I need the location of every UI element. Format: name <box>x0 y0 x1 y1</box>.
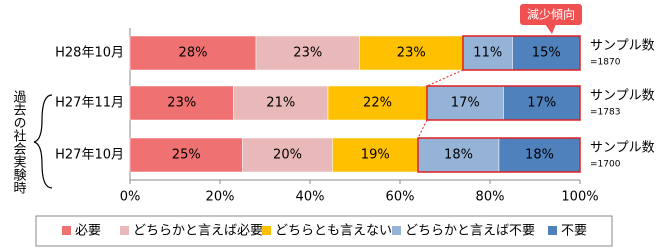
legend-swatch <box>392 226 401 235</box>
value-label: 19% <box>361 148 390 163</box>
value-label: 17% <box>451 96 480 111</box>
bar-segment <box>255 35 360 71</box>
connector <box>426 69 464 87</box>
x-tick-label: 100% <box>561 190 598 205</box>
sample-label: =1870 <box>590 58 621 68</box>
bar-segment <box>426 85 504 121</box>
value-label: 23% <box>167 96 196 111</box>
legend-swatch <box>120 226 129 235</box>
x-tick-label: 20% <box>206 190 235 205</box>
bracket-label: 過去の社会実験時 <box>11 90 27 194</box>
value-label: 18% <box>525 148 554 163</box>
sample-title: サンプル数 <box>590 89 655 104</box>
sample-label: =1700 <box>590 160 621 170</box>
sample-label: =1783 <box>590 108 620 118</box>
x-tick-label: 40% <box>296 190 325 205</box>
value-label: 21% <box>266 96 295 111</box>
bar-segment <box>332 137 419 173</box>
bar-segment <box>327 85 428 121</box>
x-tick-label: 0% <box>120 190 141 205</box>
sample-title: サンプル数 <box>590 39 655 54</box>
value-label: 22% <box>363 96 392 111</box>
bar-segment <box>498 137 581 173</box>
highlight-box <box>462 35 581 71</box>
value-label: 28% <box>179 46 208 61</box>
value-label: 18% <box>444 148 473 163</box>
legend-swatch <box>548 226 557 235</box>
x-tick-label: 60% <box>386 190 415 205</box>
legend-swatch <box>262 226 271 235</box>
legend-label: どちらかと言えば必要 <box>133 224 263 239</box>
value-label: 23% <box>293 46 322 61</box>
value-label: 17% <box>527 96 556 111</box>
x-tick-label: 80% <box>476 190 505 205</box>
bar-segment <box>417 137 500 173</box>
bar-segment <box>129 85 234 121</box>
value-label: 23% <box>397 46 426 61</box>
legend-label: どちらとも言えない <box>275 224 392 239</box>
bar-segment <box>242 137 333 173</box>
legend-label: 必要 <box>75 224 101 239</box>
y-tick-label: H27年11月 <box>55 96 124 111</box>
legend-box <box>35 215 613 247</box>
highlight-box <box>417 137 581 173</box>
legend-label: 不要 <box>561 224 587 239</box>
bar-segment <box>359 35 464 71</box>
bracket <box>33 94 53 189</box>
value-label: 20% <box>273 148 302 163</box>
callout: 減少傾向 <box>527 7 575 22</box>
highlight-box <box>426 85 581 121</box>
y-tick-label: H27年10月 <box>55 148 124 163</box>
value-label: 11% <box>473 46 502 61</box>
sample-title: サンプル数 <box>590 141 655 156</box>
bar-segment <box>129 35 257 71</box>
legend-swatch <box>62 226 71 235</box>
y-tick-label: H28年10月 <box>55 46 124 61</box>
legend-label: どちらかと言えば不要 <box>405 224 535 239</box>
callout-pointer <box>545 24 556 34</box>
value-label: 25% <box>172 148 201 163</box>
bar-segment <box>503 85 581 121</box>
connector <box>417 119 428 139</box>
value-label: 15% <box>532 46 561 61</box>
callout-box <box>520 4 582 25</box>
